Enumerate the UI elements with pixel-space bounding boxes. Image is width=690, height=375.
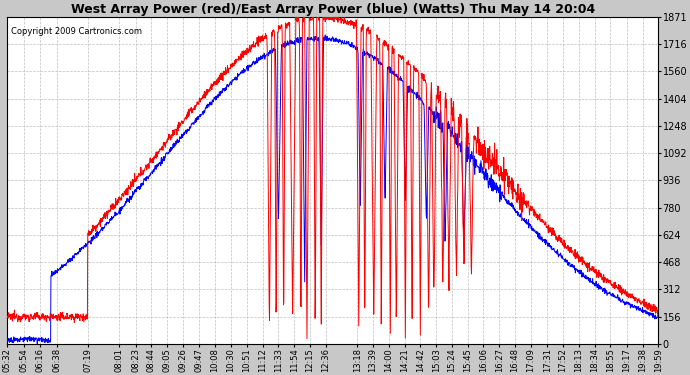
Text: Copyright 2009 Cartronics.com: Copyright 2009 Cartronics.com (10, 27, 141, 36)
Title: West Array Power (red)/East Array Power (blue) (Watts) Thu May 14 20:04: West Array Power (red)/East Array Power … (71, 3, 595, 16)
